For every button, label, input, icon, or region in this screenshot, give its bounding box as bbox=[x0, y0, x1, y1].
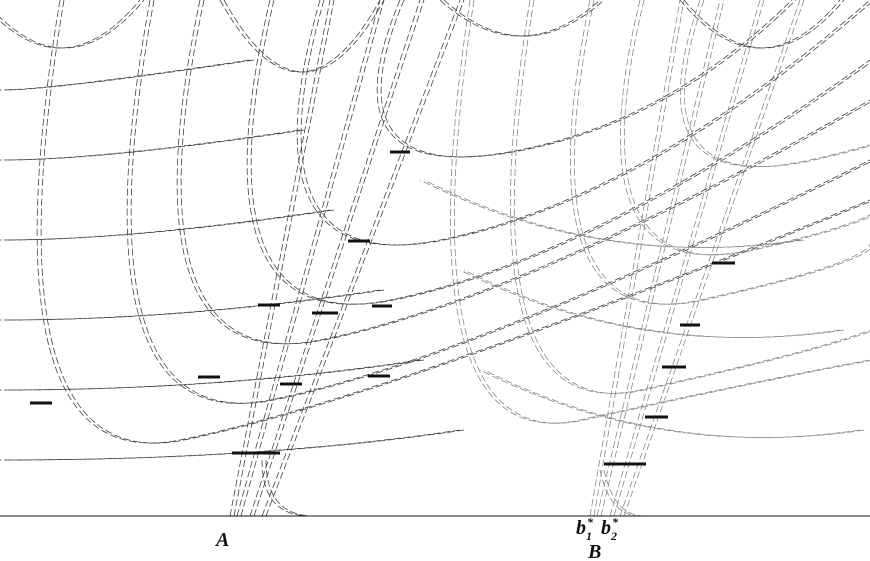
dashed-curve bbox=[0, 0, 140, 48]
dashed-curve bbox=[241, 0, 384, 516]
dashed-curve bbox=[0, 430, 460, 460]
dashed-curve bbox=[514, 0, 870, 393]
dashed-curve bbox=[684, 0, 844, 48]
dashed-curve bbox=[230, 0, 330, 516]
dashed-curve bbox=[440, 0, 600, 36]
label-a: A bbox=[214, 529, 229, 551]
dashed-curve bbox=[297, 0, 870, 245]
dashed-curve bbox=[460, 270, 840, 338]
dashed-curve bbox=[610, 0, 760, 516]
dashed-curve bbox=[624, 0, 804, 516]
dashed-curve bbox=[37, 0, 870, 443]
dashed-curve bbox=[262, 0, 460, 516]
label-b2-sub: 2 bbox=[610, 529, 617, 543]
dashed-curve bbox=[450, 0, 870, 423]
dashed-curve bbox=[0, 0, 144, 48]
dashed-curve bbox=[266, 0, 464, 516]
dashed-curve bbox=[0, 210, 330, 240]
label-b2-sup: * bbox=[612, 515, 619, 529]
label-b2: b2* bbox=[601, 515, 619, 543]
dashed-curve bbox=[590, 0, 680, 516]
dashed-curve bbox=[597, 0, 720, 516]
dashed-curve bbox=[4, 60, 254, 90]
label-b: B bbox=[587, 541, 601, 561]
dashed-curve bbox=[620, 0, 800, 516]
dashed-curve bbox=[177, 0, 870, 344]
wave-curves bbox=[0, 0, 870, 516]
dashed-curve bbox=[484, 370, 864, 438]
dashed-curve bbox=[262, 460, 310, 516]
dashed-curve bbox=[444, 0, 604, 36]
dashed-curve bbox=[127, 0, 870, 403]
dashed-curve bbox=[680, 0, 840, 48]
dashed-curve bbox=[4, 430, 464, 460]
label-b1: b1* bbox=[576, 515, 594, 543]
dashed-curve bbox=[510, 0, 870, 393]
dashed-curve bbox=[181, 0, 870, 344]
dashed-curve bbox=[41, 0, 870, 443]
label-b1-base: b bbox=[576, 517, 586, 539]
dashed-curve bbox=[684, 0, 870, 167]
dashed-curve bbox=[424, 180, 804, 248]
dashed-curve bbox=[614, 0, 764, 516]
dashed-curve bbox=[266, 460, 314, 516]
dashed-curve bbox=[574, 0, 870, 304]
dashed-curve bbox=[301, 0, 870, 245]
dashed-curve bbox=[480, 370, 860, 438]
dashed-curve bbox=[594, 0, 684, 516]
dashed-curve bbox=[4, 130, 304, 160]
diagram: A b1* b2* B bbox=[0, 0, 870, 561]
dashed-curve bbox=[601, 0, 724, 516]
dashed-curve bbox=[234, 0, 334, 516]
label-b2-base: b bbox=[601, 517, 611, 539]
label-b1-sup: * bbox=[587, 515, 594, 529]
dashed-curve bbox=[237, 0, 380, 516]
dashed-curve bbox=[570, 0, 870, 304]
dashed-curve bbox=[0, 60, 250, 90]
dashed-curve bbox=[624, 0, 870, 255]
dashed-curve bbox=[420, 180, 800, 248]
